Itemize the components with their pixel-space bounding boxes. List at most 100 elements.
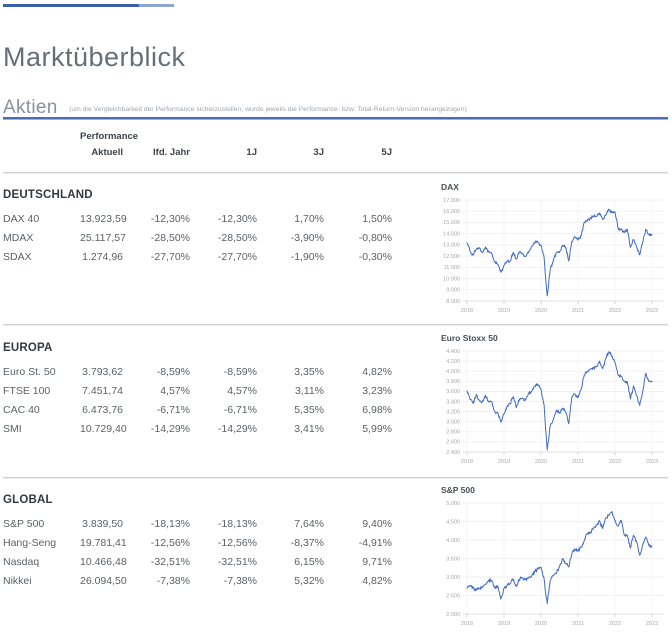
svg-text:16.000: 16.000 (443, 209, 460, 215)
cell-value: 9,71% (362, 556, 392, 568)
svg-text:2022: 2022 (609, 308, 621, 314)
cell-value: 4,57% (227, 385, 257, 397)
cell-value: -14,29% (217, 423, 257, 435)
cell-value: 1.274,96 (82, 251, 123, 263)
cell-value: -8,59% (223, 366, 257, 378)
global-rows: S&P 500 3.839,50 -18,13% -18,13% 7,64% 9,40% H… (3, 515, 392, 591)
svg-text:10.000: 10.000 (443, 276, 460, 282)
row-label: S&P 500 (3, 518, 45, 530)
cell-value: 7.451,74 (82, 385, 123, 397)
table-row: SDAX 1.274,96 -27,70% -27,70% -1,90% -0,30% (3, 248, 392, 267)
cell-value: -32,51% (150, 556, 190, 568)
accent-line-dark-segment (3, 4, 139, 7)
row-label: Euro St. 50 (3, 366, 56, 378)
svg-text:3.800: 3.800 (446, 379, 460, 385)
svg-text:2.800: 2.800 (446, 430, 460, 436)
cell-value: -27,70% (150, 251, 190, 263)
cell-value: 6,98% (362, 404, 392, 416)
cell-value: 19.781,41 (80, 537, 127, 549)
table-row: Euro St. 50 3.793,62 -8,59% -8,59% 3,35% 4,82… (3, 363, 392, 382)
svg-text:12.000: 12.000 (443, 254, 460, 260)
svg-text:2022: 2022 (609, 621, 621, 627)
svg-text:2021: 2021 (572, 308, 584, 314)
cell-value: 3,11% (295, 385, 324, 397)
row-label: FTSE 100 (3, 385, 51, 397)
svg-text:3.600: 3.600 (446, 389, 460, 395)
cell-value: -12,56% (217, 537, 257, 549)
table-row: Nikkei 26.094,50 -7,38% -7,38% 5,32% 4,82% (3, 572, 392, 591)
svg-text:2.400: 2.400 (446, 450, 460, 456)
svg-text:3.200: 3.200 (446, 409, 460, 415)
svg-text:9.000: 9.000 (446, 288, 460, 294)
svg-text:2.000: 2.000 (446, 612, 460, 618)
table-row: CAC 40 6.473,76 -6,71% -6,71% 5,35% 6,98% (3, 401, 392, 420)
svg-text:13.000: 13.000 (443, 243, 460, 249)
dax-chart-title: DAX (441, 182, 459, 192)
svg-text:2.600: 2.600 (446, 440, 460, 446)
page-title: Marktüberblick (3, 42, 186, 72)
row-label: SMI (3, 423, 22, 435)
euro-stoxx-chart-title: Euro Stoxx 50 (441, 333, 498, 343)
cell-value: 5,35% (294, 404, 324, 416)
svg-text:11.000: 11.000 (444, 265, 460, 271)
svg-text:2018: 2018 (461, 459, 473, 465)
svg-text:2020: 2020 (535, 621, 547, 627)
deutschland-rows: DAX 40 13.923,59 -12,30% -12,30% 1,70% 1,50% M… (3, 210, 392, 267)
svg-text:15.000: 15.000 (443, 220, 460, 226)
aktien-divider (3, 117, 668, 120)
cell-value: -7,38% (223, 575, 257, 587)
dax-chart: DAX 8.000 9.000 10.000 11.000 12.000 13.000 14… (441, 182, 669, 316)
svg-text:2021: 2021 (572, 459, 584, 465)
section-note: (um die Vergleichbarkeit der Performance… (69, 106, 467, 113)
svg-text:4.400: 4.400 (446, 349, 460, 355)
table-row: S&P 500 3.839,50 -18,13% -18,13% 7,64% 9,40% (3, 515, 392, 534)
cell-value: -18,13% (217, 518, 257, 530)
svg-text:2023: 2023 (646, 308, 658, 314)
section-divider-europa (3, 324, 668, 326)
cell-value: 3,35% (294, 366, 324, 378)
svg-text:17.000: 17.000 (443, 198, 460, 204)
svg-text:2018: 2018 (461, 308, 473, 314)
cell-value: -7,38% (156, 575, 190, 587)
sp500-chart-title: S&P 500 (441, 485, 475, 495)
cell-value: -12,30% (150, 213, 190, 225)
svg-text:2020: 2020 (535, 459, 547, 465)
dax-chart-plot: 8.000 9.000 10.000 11.000 12.000 13.000 14.000… (441, 196, 669, 316)
cell-value: 7,64% (294, 518, 324, 530)
svg-text:3.000: 3.000 (446, 575, 460, 581)
sp500-chart: S&P 500 2.000 2.500 3.000 3.500 4.000 4.500 5.… (441, 485, 669, 629)
svg-text:8.000: 8.000 (446, 299, 460, 305)
cell-value: -12,56% (150, 537, 190, 549)
cell-value: -8,37% (290, 537, 324, 549)
svg-text:4.500: 4.500 (446, 519, 460, 525)
table-row: MDAX 25.117,57 -28,50% -28,50% -3,90% -0,80% (3, 229, 392, 248)
cell-value: -3,90% (290, 232, 324, 244)
performance-header: Performance (80, 131, 139, 142)
row-label: Nasdaq (3, 556, 40, 568)
table-header: Performance Aktuell lfd. Jahr 1J 3J 5J (3, 131, 392, 158)
row-label: CAC 40 (3, 404, 40, 416)
cell-value: -28,50% (150, 232, 190, 244)
section-name-global: GLOBAL (3, 494, 53, 506)
svg-text:4.000: 4.000 (446, 538, 460, 544)
cell-value: -6,71% (156, 404, 190, 416)
svg-text:2021: 2021 (572, 621, 584, 627)
column-header-empty (3, 147, 80, 158)
cell-value: 4,82% (362, 366, 392, 378)
table-row: Nasdaq 10.466,48 -32,51% -32,51% 6,15% 9,71% (3, 553, 392, 572)
cell-value: -14,29% (150, 423, 190, 435)
svg-text:14.000: 14.000 (443, 232, 460, 238)
accent-line-light-segment (139, 4, 174, 7)
cell-value: 13.923,59 (80, 213, 127, 225)
column-header-3j: 3J (313, 147, 324, 158)
cell-value: -27,70% (217, 251, 257, 263)
section-name-europa: EUROPA (3, 342, 53, 354)
table-row: SMI 10.729,40 -14,29% -14,29% 3,41% 5,99% (3, 420, 392, 439)
cell-value: -18,13% (150, 518, 190, 530)
svg-text:2023: 2023 (646, 621, 658, 627)
svg-text:5.000: 5.000 (446, 501, 460, 507)
cell-value: -0,30% (358, 251, 392, 263)
column-header-5j: 5J (381, 147, 392, 158)
cell-value: 3.793,62 (82, 366, 123, 378)
table-row: FTSE 100 7.451,74 4,57% 4,57% 3,11% 3,23% (3, 382, 392, 401)
